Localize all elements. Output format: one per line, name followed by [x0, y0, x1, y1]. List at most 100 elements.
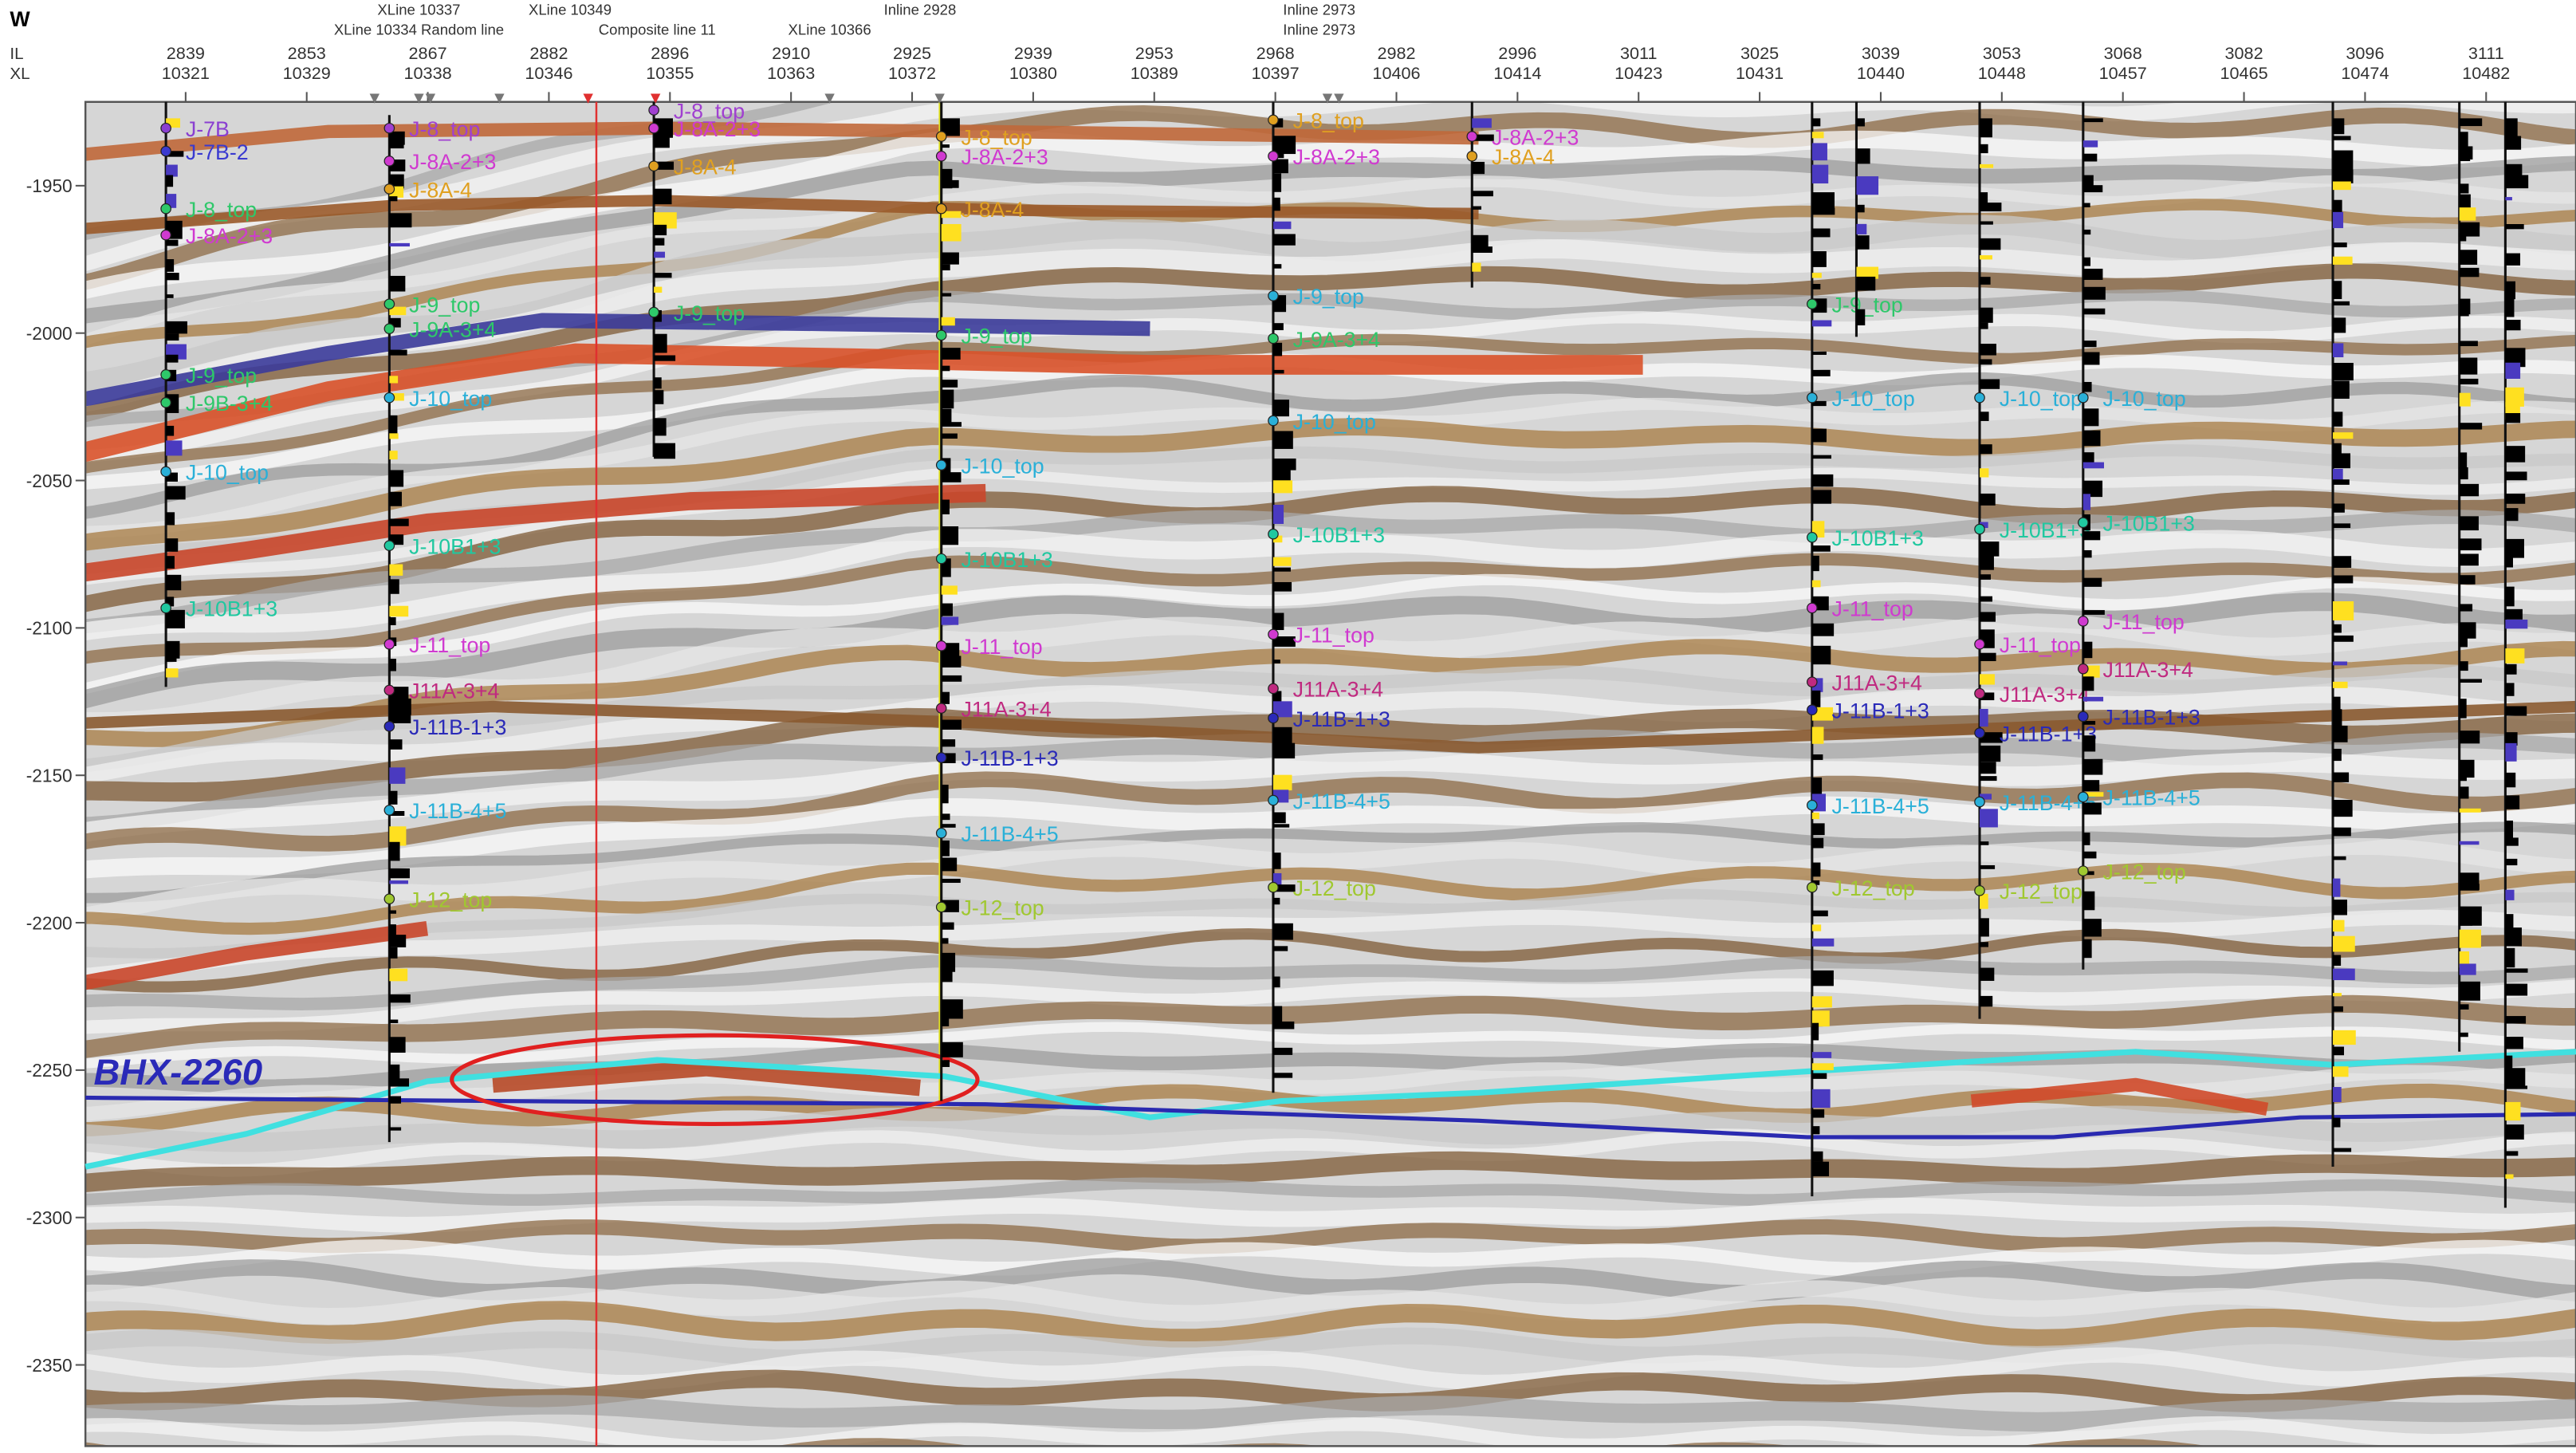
log-block	[2505, 795, 2520, 809]
log-block	[2333, 772, 2350, 782]
log-block	[941, 179, 959, 188]
log-block	[166, 425, 175, 436]
log-block	[1472, 118, 1492, 128]
log-block	[2082, 676, 2094, 691]
well-marker-label: J-9_top	[186, 364, 257, 388]
log-block	[1811, 823, 1825, 836]
il-tick-label: 3096	[2346, 43, 2384, 63]
log-block	[2082, 229, 2091, 235]
well-marker-label: J-11B-4+5	[1832, 794, 1929, 818]
well-marker-label: J-8A-2+3	[409, 150, 496, 174]
seismic-band	[85, 573, 2576, 695]
log-block	[1272, 505, 1284, 524]
xl-tick-label: 10397	[1252, 63, 1300, 83]
well-marker	[1268, 415, 1279, 427]
well-marker-label: J11A-3+4	[1293, 678, 1383, 702]
well-marker-label: J-8A-2+3	[1293, 145, 1380, 169]
seismic-band	[85, 510, 2576, 634]
seismic-band	[85, 837, 2576, 924]
well-marker	[648, 160, 659, 171]
log-block	[2333, 696, 2341, 712]
intersection-marker	[1334, 93, 1344, 104]
log-block	[941, 922, 954, 930]
log-block	[941, 616, 959, 625]
seismic-band	[85, 1327, 2576, 1367]
log-block	[2333, 281, 2342, 299]
log-block	[2333, 726, 2348, 742]
log-block	[389, 451, 398, 460]
log-block	[941, 118, 960, 136]
log-block	[2082, 833, 2090, 845]
log-block	[2333, 661, 2348, 666]
il-tick-label: 2882	[529, 43, 568, 63]
log-block	[1980, 118, 1992, 138]
well-marker-label: J-11_top	[1293, 624, 1375, 648]
well-marker-label: J-12_top	[409, 888, 492, 912]
log-block	[389, 349, 407, 356]
log-block	[1272, 159, 1288, 174]
well-marker-label: J-10_top	[2103, 387, 2186, 411]
log-block	[2333, 1066, 2349, 1077]
well-marker	[935, 901, 947, 913]
log-block	[941, 144, 950, 148]
xl-tick-label: 10474	[2341, 63, 2389, 83]
log-block	[941, 656, 962, 667]
log-block	[1980, 493, 1996, 506]
well-marker-label: J-7B	[186, 117, 230, 141]
log-block	[1811, 862, 1821, 877]
log-block	[166, 294, 174, 298]
log-block	[1980, 995, 1993, 1007]
log-block	[2459, 132, 2468, 149]
well-marker-label: J-8A-2+3	[186, 224, 273, 248]
log-block	[2082, 696, 2104, 702]
log-block	[1980, 307, 1993, 323]
well-marker-label: J-8A-2+3	[961, 145, 1048, 169]
log-block	[389, 491, 402, 506]
well-marker	[2078, 616, 2089, 627]
log-block	[2505, 348, 2526, 368]
log-block	[2082, 891, 2095, 911]
log-block	[166, 574, 182, 591]
log-block	[166, 597, 175, 607]
well-marker	[383, 298, 395, 310]
log-block	[2082, 118, 2103, 123]
seismic-band	[85, 821, 2576, 904]
log-block	[389, 811, 405, 816]
well-marker	[383, 183, 395, 195]
log-block	[1811, 273, 1822, 278]
log-block	[389, 1096, 402, 1104]
log-block	[1980, 556, 1994, 570]
well-marker	[2078, 517, 2089, 529]
log-block	[2505, 619, 2528, 629]
well-marker	[2078, 392, 2089, 404]
well-marker	[383, 392, 395, 404]
log-block	[2505, 820, 2514, 841]
log-block	[941, 365, 950, 372]
log-block	[2082, 408, 2099, 427]
seismic-band	[85, 1395, 2576, 1432]
log-block	[1272, 197, 1280, 211]
seismic-reflector	[85, 343, 1643, 463]
log-block	[2505, 742, 2517, 762]
log-block	[2459, 699, 2467, 719]
well-marker	[383, 540, 395, 551]
well-marker	[1807, 532, 1818, 543]
well-marker-label: J-10B1+3	[1832, 526, 1924, 550]
well-marker-label: J11A-3+4	[409, 679, 499, 703]
log-block	[1272, 581, 1292, 592]
log-block	[2505, 608, 2523, 620]
log-block	[2505, 968, 2528, 973]
log-block	[2505, 555, 2513, 568]
log-block	[2505, 1055, 2513, 1069]
log-block	[2333, 900, 2347, 916]
log-block	[2333, 380, 2350, 399]
log-block	[2082, 721, 2096, 725]
log-block	[2505, 1124, 2524, 1140]
log-block	[166, 486, 186, 500]
log-block	[1272, 726, 1292, 746]
log-block	[1272, 812, 1286, 824]
seismic-band	[85, 311, 2576, 463]
log-block	[1272, 557, 1292, 566]
log-block	[2082, 871, 2094, 876]
log-block	[1980, 776, 1997, 782]
